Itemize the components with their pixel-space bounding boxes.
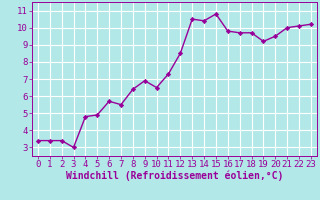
- X-axis label: Windchill (Refroidissement éolien,°C): Windchill (Refroidissement éolien,°C): [66, 171, 283, 181]
